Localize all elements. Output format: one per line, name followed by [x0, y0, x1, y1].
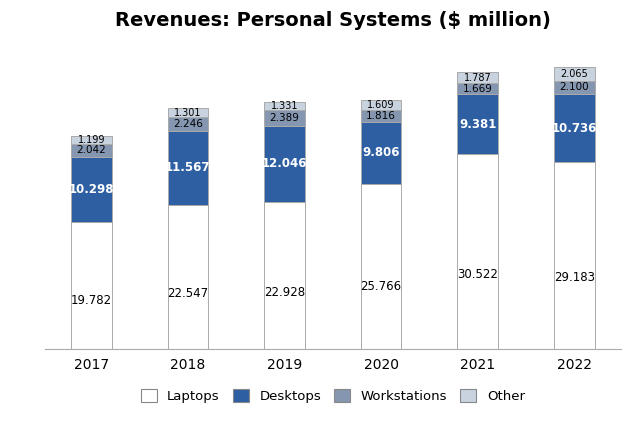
Bar — [554, 68, 595, 81]
Text: 25.766: 25.766 — [360, 280, 402, 292]
Bar — [361, 100, 401, 110]
Bar — [458, 72, 498, 83]
Bar — [264, 110, 305, 125]
Text: 1.816: 1.816 — [366, 111, 396, 121]
Bar — [361, 122, 401, 184]
Bar — [168, 131, 208, 205]
Text: 1.199: 1.199 — [77, 135, 105, 145]
Bar — [71, 144, 111, 157]
Bar — [361, 184, 401, 348]
Title: Revenues: Personal Systems ($ million): Revenues: Personal Systems ($ million) — [115, 11, 551, 30]
Text: 22.547: 22.547 — [167, 287, 209, 300]
Bar — [458, 154, 498, 348]
Text: 1.787: 1.787 — [464, 73, 492, 83]
Text: 2.042: 2.042 — [76, 145, 106, 155]
Bar — [71, 222, 111, 348]
Text: 10.736: 10.736 — [552, 122, 597, 135]
Text: 10.298: 10.298 — [68, 183, 114, 196]
Bar — [168, 205, 208, 348]
Text: 2.246: 2.246 — [173, 119, 203, 129]
Text: 30.522: 30.522 — [458, 268, 498, 281]
Text: 1.331: 1.331 — [271, 101, 298, 111]
Bar — [168, 108, 208, 117]
Text: 9.806: 9.806 — [362, 147, 400, 159]
Bar — [71, 157, 111, 222]
Bar — [264, 102, 305, 110]
Legend: Laptops, Desktops, Workstations, Other: Laptops, Desktops, Workstations, Other — [141, 389, 525, 403]
Bar — [71, 136, 111, 144]
Text: 1.301: 1.301 — [174, 108, 202, 118]
Text: 9.381: 9.381 — [459, 118, 497, 130]
Text: 29.183: 29.183 — [554, 271, 595, 284]
Bar — [554, 94, 595, 162]
Text: 1.609: 1.609 — [367, 100, 395, 110]
Text: 1.669: 1.669 — [463, 84, 493, 94]
Bar — [554, 162, 595, 348]
Text: 2.389: 2.389 — [269, 113, 300, 123]
Text: 11.567: 11.567 — [165, 162, 211, 174]
Bar — [554, 81, 595, 94]
Text: 12.046: 12.046 — [262, 157, 307, 170]
Bar — [168, 117, 208, 131]
Bar — [458, 94, 498, 154]
Bar — [458, 83, 498, 94]
Text: 19.782: 19.782 — [70, 294, 112, 307]
Text: 2.065: 2.065 — [561, 69, 588, 79]
Text: 22.928: 22.928 — [264, 286, 305, 300]
Bar — [264, 125, 305, 202]
Text: 2.100: 2.100 — [559, 82, 589, 92]
Bar — [361, 110, 401, 122]
Bar — [264, 202, 305, 348]
